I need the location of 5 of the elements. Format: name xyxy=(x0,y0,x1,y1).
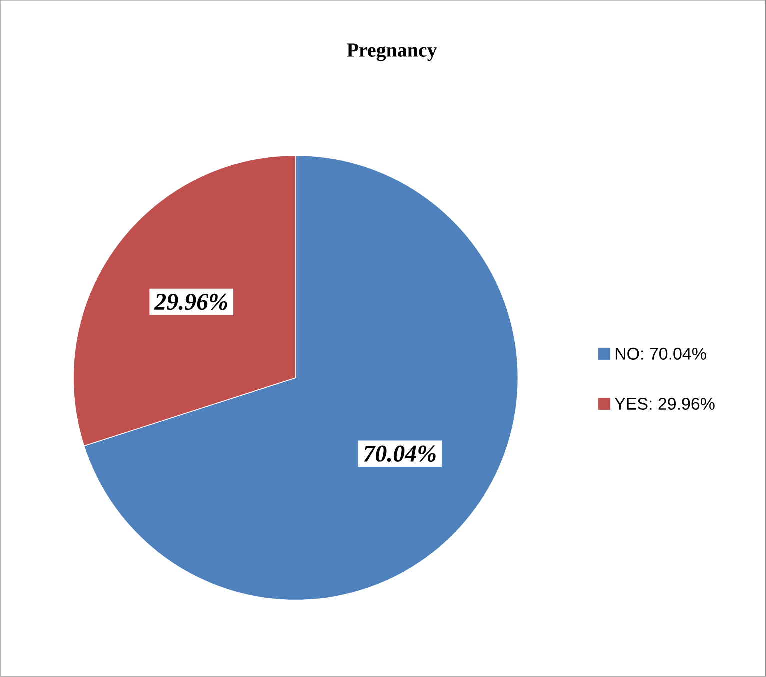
legend-label: NO: 70.04% xyxy=(616,348,706,360)
legend-label: YES: 29.96% xyxy=(614,398,715,410)
chart-title: Pregnancy xyxy=(347,44,438,62)
data-label: 29.96% xyxy=(154,294,228,310)
data-label: 70.04% xyxy=(364,446,436,462)
